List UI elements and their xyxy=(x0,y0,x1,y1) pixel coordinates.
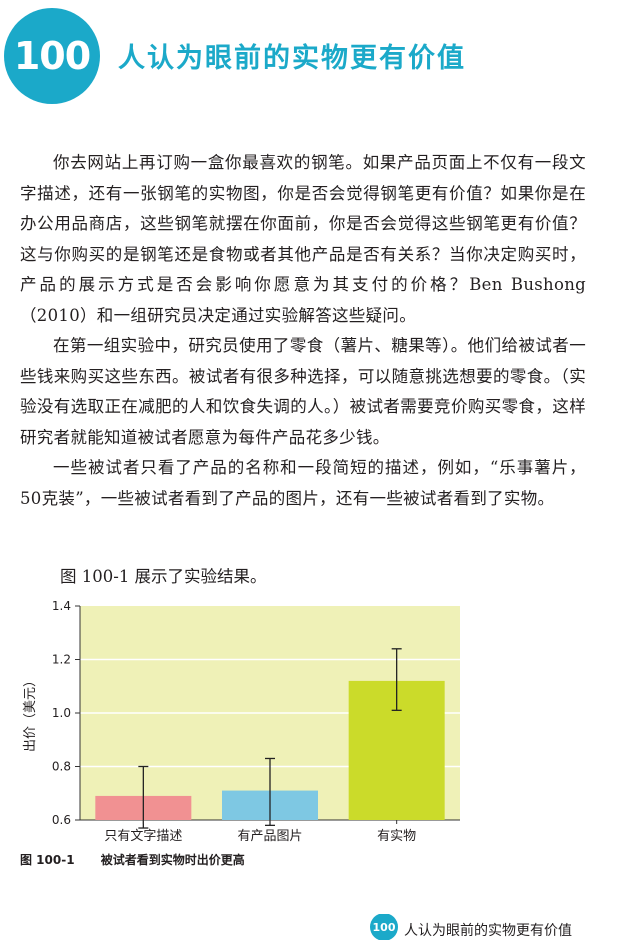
y-tick-label: 0.6 xyxy=(52,813,71,827)
paragraph: 你去网站上再订购一盒你最喜欢的钢笔。如果产品页面上不仅有一段文字描述，还有一张钢… xyxy=(20,153,586,325)
chapter-number-badge: 100 xyxy=(4,8,100,104)
x-tick-label: 只有文字描述 xyxy=(104,829,182,844)
figure-intro: 图 100-1 展示了实验结果。 xyxy=(60,567,267,586)
page-footer: 100 人认为眼前的实物更有价值 xyxy=(370,914,572,940)
bar-chart: 0.6 0.8 1.0 1.2 1.4 只有文字描述 有产品图片 有实物 出价（美元） xyxy=(23,599,460,844)
y-tick-label: 1.0 xyxy=(52,706,71,720)
paragraph: 在第一组实验中，研究员使用了零食（薯片、糖果等）。他们给被试者一些钱来购买这些东… xyxy=(20,336,586,447)
body-text: 你去网站上再订购一盒你最喜欢的钢笔。如果产品页面上不仅有一段文字描述，还有一张钢… xyxy=(20,148,586,514)
footer-chapter-title: 人认为眼前的实物更有价值 xyxy=(404,923,572,939)
figure-caption-text: 被试者看到实物时出价更高 xyxy=(100,853,245,867)
figure-caption-number: 图 100-1 xyxy=(20,853,75,867)
footer-chapter-badge: 100 xyxy=(370,914,398,940)
y-tick-label: 1.2 xyxy=(52,653,71,667)
x-tick-label: 有实物 xyxy=(377,829,416,844)
figure-caption: 图 100-1 被试者看到实物时出价更高 xyxy=(20,851,245,868)
paragraph: 一些被试者只看了产品的名称和一段简短的描述，例如，“乐事薯片，50克装”，一些被… xyxy=(20,458,586,508)
y-axis-label: 出价（美元） xyxy=(23,674,38,752)
y-tick-label: 1.4 xyxy=(52,599,71,613)
chapter-title: 人认为眼前的实物更有价值 xyxy=(118,43,466,74)
x-tick-label: 有产品图片 xyxy=(237,829,302,844)
y-tick-label: 0.8 xyxy=(52,760,71,774)
